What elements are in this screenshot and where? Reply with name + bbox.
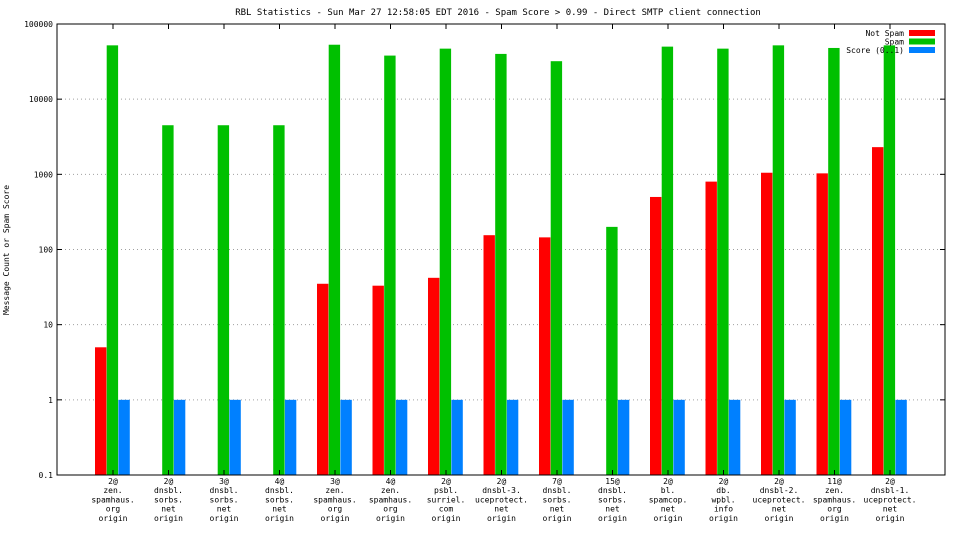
bar-spam <box>883 45 896 476</box>
bar-not-spam <box>872 147 884 475</box>
x-tick-label: 2@ db. wpbl. info origin <box>709 477 738 523</box>
legend-swatch <box>909 38 935 45</box>
y-ticks: 0.1 1 10 100 1000 10000 100000 <box>24 20 945 480</box>
x-tick-label: 2@ psbl. surriel. com origin <box>427 477 466 523</box>
bar-spam <box>328 44 341 475</box>
x-tick-label: 4@ dnsbl. sorbs. net origin <box>265 477 294 523</box>
bars <box>95 44 907 476</box>
bar-score-0-1 <box>617 399 630 475</box>
x-tick-label: 2@ dnsbl. sorbs. net origin <box>154 477 183 523</box>
y-axis-label: Message Count or Spam Score <box>2 185 11 315</box>
bar-score-0-1 <box>340 399 352 475</box>
bar-spam <box>384 55 396 475</box>
bar-score-0-1 <box>395 399 408 475</box>
x-tick-label: 2@ dnsbl-2. uceprotect. net origin <box>753 477 806 523</box>
legend-label: Not Spam <box>865 29 904 38</box>
x-tick-label: 4@ zen. spamhaus. org origin <box>369 477 412 523</box>
bar-score-0-1 <box>784 399 796 475</box>
bar-not-spam <box>95 347 107 475</box>
bar-score-0-1 <box>562 399 574 475</box>
bar-spam <box>828 47 840 476</box>
bar-spam <box>273 125 285 476</box>
chart-title: RBL Statistics - Sun Mar 27 12:58:05 EDT… <box>235 8 761 18</box>
legend-swatch <box>909 30 935 36</box>
bar-score-0-1 <box>284 399 297 475</box>
x-tick-label: 2@ dnsbl-1. uceprotect. net origin <box>864 477 917 523</box>
bar-not-spam <box>539 237 551 475</box>
bar-spam <box>217 125 230 476</box>
bar-spam <box>717 48 729 476</box>
legend-swatch <box>909 47 935 53</box>
bar-not-spam <box>483 235 495 475</box>
y-tick-label: 1000 <box>34 170 53 179</box>
bar-not-spam <box>761 172 773 475</box>
bar-spam <box>162 125 174 476</box>
bar-score-0-1 <box>728 399 741 475</box>
bar-spam <box>606 226 618 475</box>
bar-score-0-1 <box>839 399 852 475</box>
x-tick-label: 11@ zen. spamhaus. org origin <box>813 477 856 523</box>
y-tick-label: 10 <box>43 321 53 330</box>
bar-spam <box>106 45 119 476</box>
x-tick-label: 15@ dnsbl. sorbs. net origin <box>598 477 627 523</box>
y-tick-label: 100000 <box>24 20 53 29</box>
x-tick-label: 2@ bl. spamcop. net origin <box>649 477 688 523</box>
bar-not-spam <box>816 173 828 475</box>
bar-not-spam <box>317 283 329 475</box>
bar-not-spam <box>428 277 440 475</box>
x-tick-label: 7@ dnsbl. sorbs. net origin <box>543 477 572 523</box>
bar-score-0-1 <box>673 399 685 475</box>
bar-score-0-1 <box>895 399 907 475</box>
x-tick-label: 2@ dnsbl-3. uceprotect. net origin <box>475 477 528 523</box>
bar-spam <box>495 53 507 475</box>
bar-spam <box>439 48 452 476</box>
bar-score-0-1 <box>229 399 241 475</box>
bar-not-spam <box>372 285 384 475</box>
x-tick-label: 3@ zen. spamhaus. org origin <box>313 477 356 523</box>
bar-spam <box>550 61 563 475</box>
legend-label: Spam <box>885 38 904 47</box>
legend-label: Score (0..1) <box>846 46 904 55</box>
bar-score-0-1 <box>118 399 130 475</box>
bar-score-0-1 <box>173 399 186 475</box>
bar-not-spam <box>705 181 717 475</box>
bar-spam <box>661 46 674 476</box>
bar-score-0-1 <box>506 399 519 475</box>
bar-not-spam <box>650 196 662 475</box>
y-tick-label: 0.1 <box>39 471 54 480</box>
x-tick-labels: 2@ zen. spamhaus. org origin 2@ dnsbl. sorbs. ne… <box>91 24 916 523</box>
bar-score-0-1 <box>451 399 463 475</box>
x-tick-label: 2@ zen. spamhaus. org origin <box>91 477 134 523</box>
bar-spam <box>772 45 785 476</box>
y-tick-label: 1 <box>48 396 53 405</box>
y-tick-label: 10000 <box>29 95 53 104</box>
y-tick-label: 100 <box>39 246 54 255</box>
x-tick-label: 3@ dnsbl. sorbs. net origin <box>210 477 239 523</box>
